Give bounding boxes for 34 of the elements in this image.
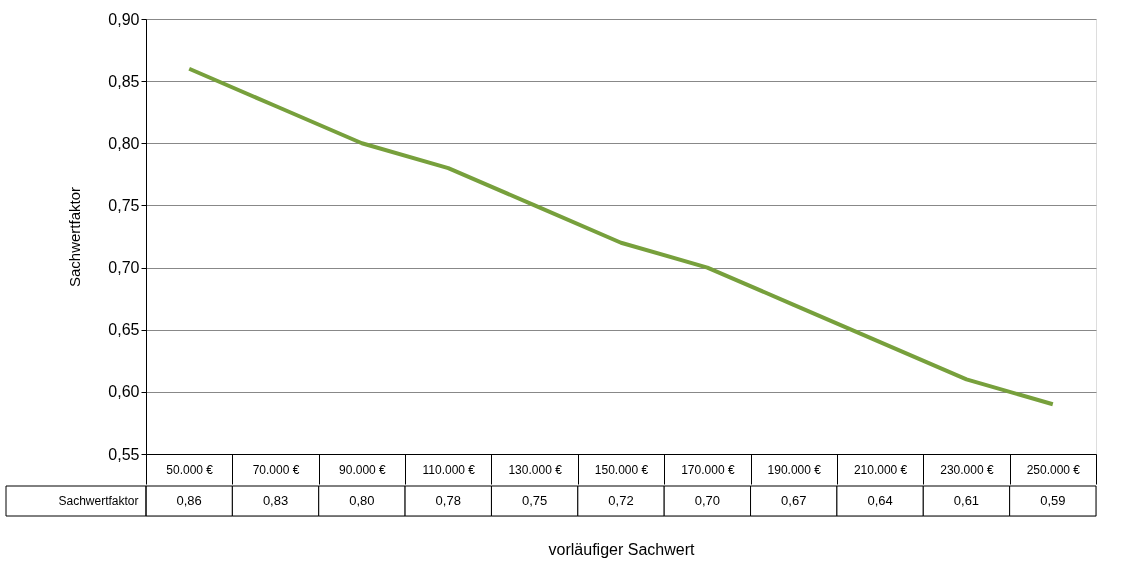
y-tick-label: 0,80 xyxy=(108,134,140,152)
y-tick-label: 0,60 xyxy=(108,383,140,401)
data-label: 0,59 xyxy=(1040,493,1066,508)
data-label: 0,61 xyxy=(953,493,980,508)
y-tick-label: 0,85 xyxy=(108,72,140,90)
x-tick-label: 50.000 € xyxy=(166,462,214,477)
x-tick-label: 250.000 € xyxy=(1026,462,1081,477)
x-tick-label: 90.000 € xyxy=(339,462,387,477)
y-tick-label: 0,70 xyxy=(108,259,140,277)
y-tick-label: 0,90 xyxy=(108,10,140,28)
x-tick-label: 130.000 € xyxy=(508,462,563,477)
data-label: 0,80 xyxy=(349,493,375,508)
data-label: 0,86 xyxy=(176,493,202,508)
x-tick-label: 230.000 € xyxy=(940,462,994,477)
data-label: 0,70 xyxy=(694,493,721,508)
x-axis-title: vorläufiger Sachwert xyxy=(548,540,695,558)
data-label: 0,67 xyxy=(781,493,807,508)
data-label: 0,78 xyxy=(435,493,461,508)
x-tick-label: 210.000 € xyxy=(853,462,908,477)
data-label: 0,83 xyxy=(262,493,289,508)
data-label: 0,72 xyxy=(608,493,634,508)
line-series xyxy=(187,66,1055,407)
y-tick-label: 0,75 xyxy=(108,196,140,214)
x-tick-label: 70.000 € xyxy=(252,462,300,477)
data-label: 0,75 xyxy=(521,493,548,508)
x-tick-label: 150.000 € xyxy=(594,462,649,477)
x-tick-label: 170.000 € xyxy=(681,462,735,477)
y-tick-label: 0,55 xyxy=(108,445,140,463)
x-tick-label: 110.000 € xyxy=(422,462,476,477)
x-tick-label: 190.000 € xyxy=(767,462,822,477)
y-tick-label: 0,65 xyxy=(108,321,140,339)
text: Sachwertfaktor xyxy=(58,494,139,508)
y-axis-title: Sachwertfaktor xyxy=(66,186,84,288)
data-label: 0,64 xyxy=(867,493,893,508)
